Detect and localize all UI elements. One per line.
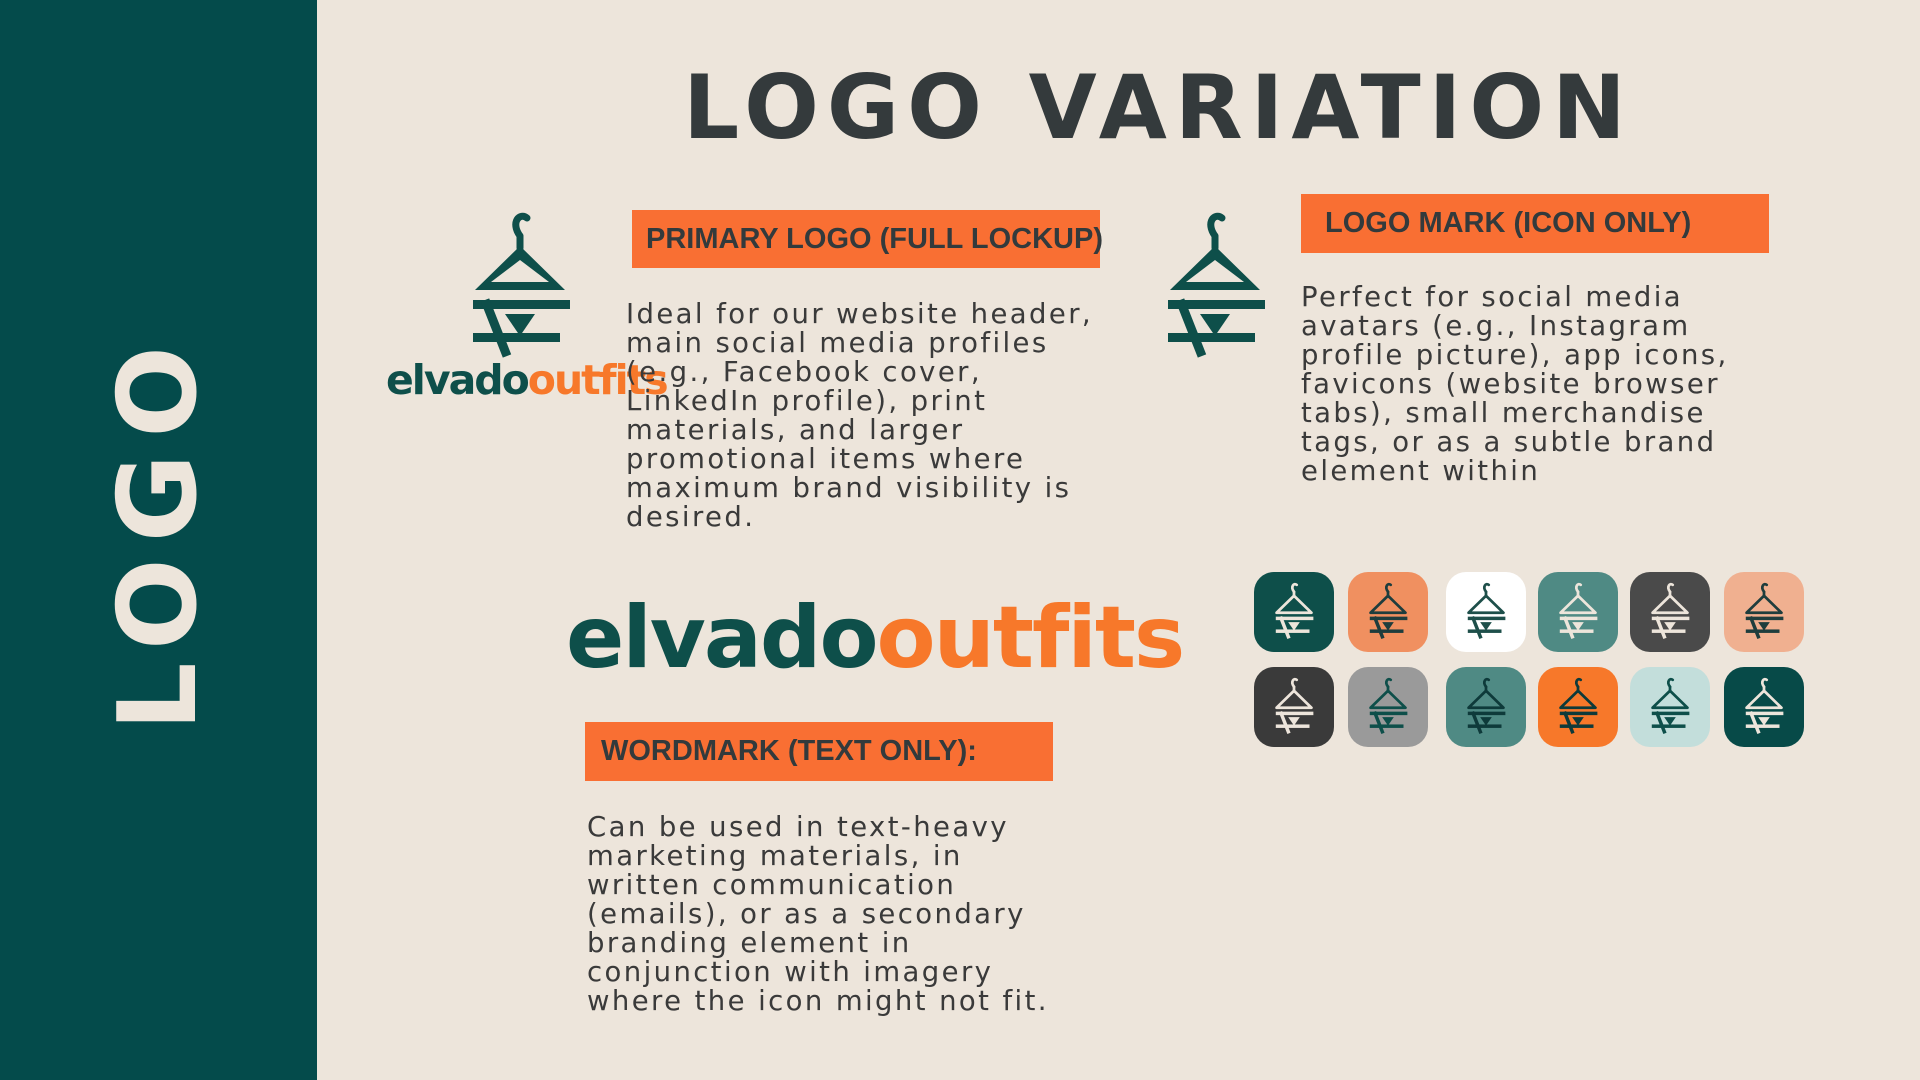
wordmark-tag-text: WORDMARK (TEXT ONLY): <box>601 735 977 767</box>
icon-variation-tile <box>1724 667 1804 747</box>
sidebar-label-text: LOGO <box>96 329 221 731</box>
icon-variation-tile <box>1446 572 1526 652</box>
icon-variation-tile <box>1630 667 1710 747</box>
icon-variation-tile <box>1348 667 1428 747</box>
icon-variation-tile <box>1724 572 1804 652</box>
hanger-icon <box>1651 582 1690 639</box>
primary-logo-description: Ideal for our website header, main socia… <box>626 298 1094 533</box>
primary-logo-tag: PRIMARY LOGO (FULL LOCKUP) <box>632 210 1104 268</box>
icon-variation-tile <box>1538 572 1618 652</box>
page-title: LOGO VARIATION <box>683 56 1634 159</box>
primary-logo-wordmark: elvadooutfits <box>386 360 669 401</box>
hanger-icon <box>1745 582 1784 639</box>
hanger-icon <box>1559 677 1598 734</box>
icon-variation-tile <box>1348 572 1428 652</box>
hanger-icon <box>1369 677 1408 734</box>
hanger-icon <box>1467 582 1506 639</box>
hanger-icon <box>1651 677 1690 734</box>
sidebar <box>0 0 317 1080</box>
primary-logo-tag-text: PRIMARY LOGO (FULL LOCKUP) <box>646 222 1104 255</box>
logo-mark-description: Perfect for social media avatars (e.g., … <box>1301 281 1729 487</box>
hanger-icon <box>1369 582 1408 639</box>
hanger-icon <box>1467 677 1506 734</box>
hanger-logo-icon <box>473 212 570 358</box>
hanger-icon <box>1745 677 1784 734</box>
hanger-icon <box>1559 582 1598 639</box>
logo-mark-tag-text: LOGO MARK (ICON ONLY) <box>1325 207 1692 239</box>
wordmark-part-elvado: elvado <box>386 356 530 404</box>
hanger-icon <box>1275 582 1314 639</box>
wordmark-large: elvadooutfits <box>566 595 1185 681</box>
logo-mark-icon <box>1168 212 1265 358</box>
icon-variation-tile <box>1254 572 1334 652</box>
wordmark-large-elvado: elvado <box>566 588 879 688</box>
wordmark-large-outfits: outfits <box>876 588 1186 688</box>
hanger-icon <box>1275 677 1314 734</box>
icon-variation-tile <box>1446 667 1526 747</box>
sidebar-label: LOGO <box>0 0 317 1080</box>
wordmark-description: Can be used in text-heavy marketing mate… <box>587 811 1049 1017</box>
logo-mark-tag: LOGO MARK (ICON ONLY) <box>1301 194 1769 253</box>
icon-variation-tile <box>1254 667 1334 747</box>
wordmark-part-outfits: outfits <box>527 356 669 404</box>
wordmark-tag: WORDMARK (TEXT ONLY): <box>585 722 1053 781</box>
icon-variation-tile <box>1630 572 1710 652</box>
icon-variation-tile <box>1538 667 1618 747</box>
